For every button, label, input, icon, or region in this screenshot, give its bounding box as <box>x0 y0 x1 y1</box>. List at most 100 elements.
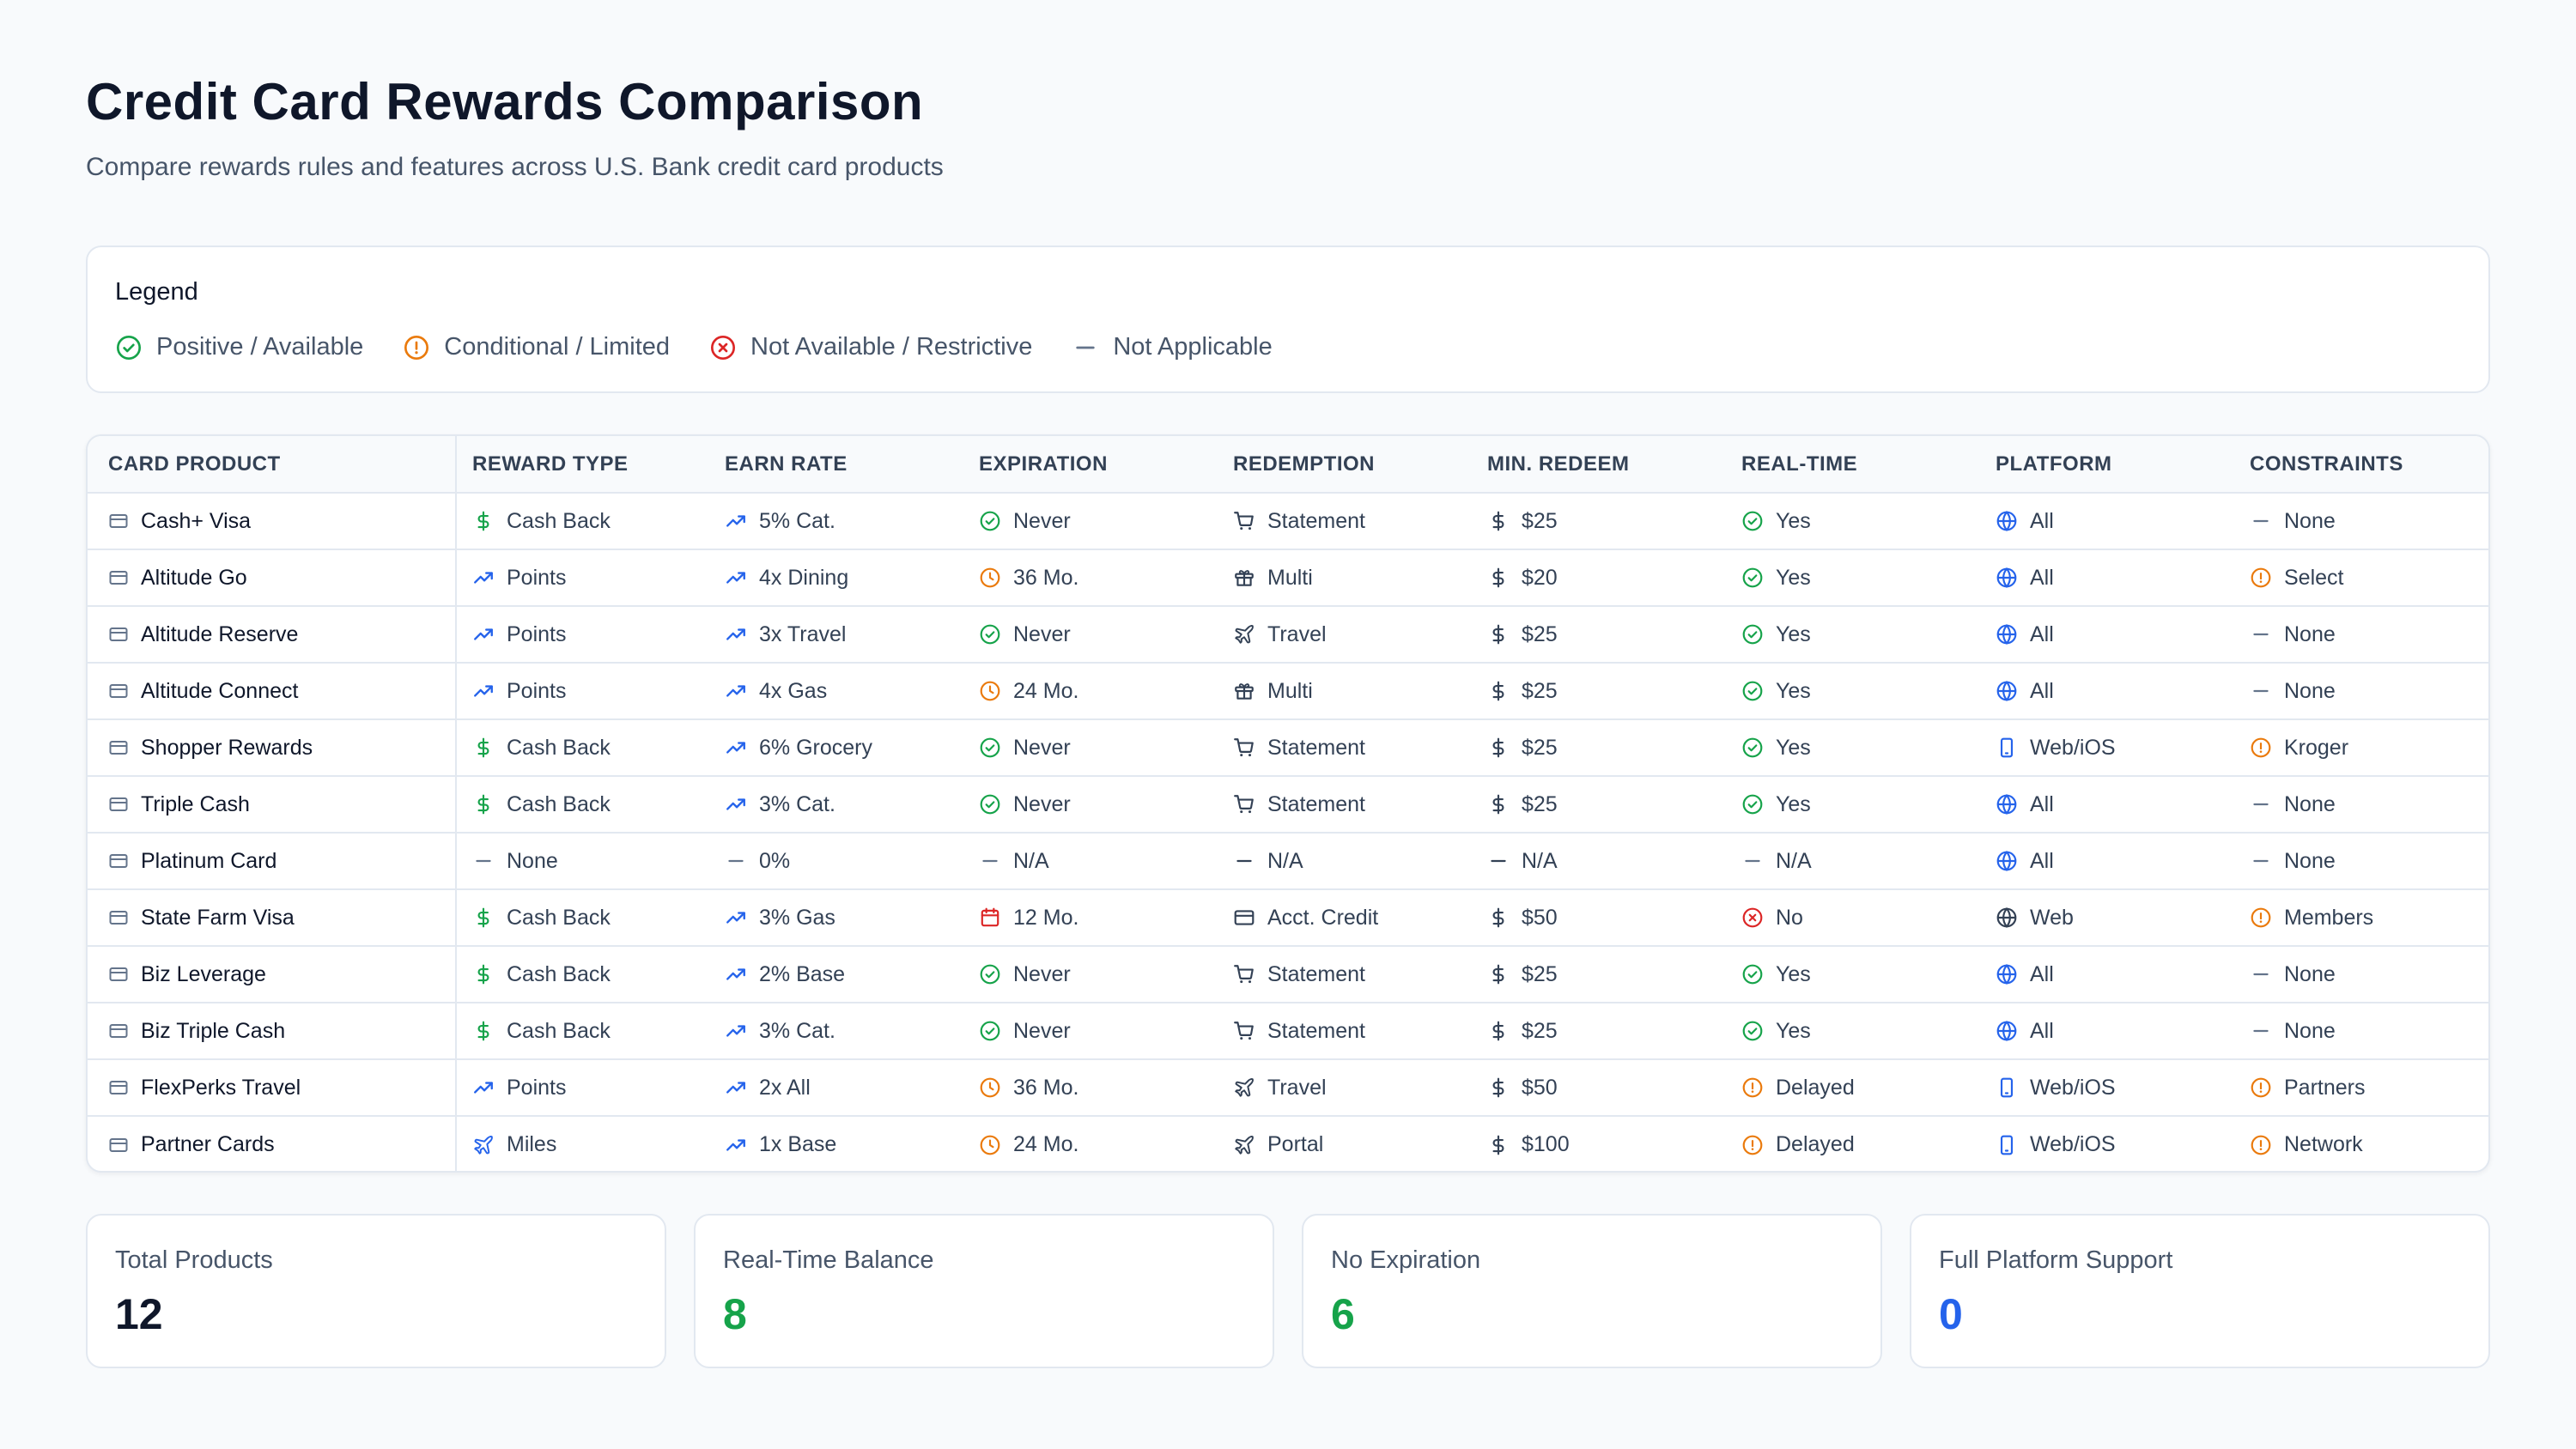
platform-cell: All <box>1980 1003 2234 1060</box>
dollar-icon <box>477 511 489 531</box>
constraints-cell: None <box>2234 776 2488 834</box>
table-row[interactable]: Biz Leverage Cash Back 2% Base Never Stateme… <box>88 946 2488 1003</box>
min-redeem-cell: N/A <box>1472 833 1726 890</box>
real-time-value: Yes <box>1776 621 1811 646</box>
column-header-min-redeem[interactable]: MIN. REDEEM <box>1472 436 1726 494</box>
constraints-cell: None <box>2234 1003 2488 1060</box>
reward-type-value: Points <box>507 1075 567 1100</box>
real-time-value: Yes <box>1776 1018 1811 1043</box>
card-product-cell: Cash+ Visa <box>88 493 457 550</box>
table-row[interactable]: FlexPerks Travel Points 2x All 36 Mo. Travel… <box>88 1059 2488 1117</box>
minus-icon <box>2253 1029 2269 1033</box>
earn-rate-cell: 0% <box>709 833 963 890</box>
card-product-cell: Biz Triple Cash <box>88 1003 457 1060</box>
expiration-value: 24 Mo. <box>1013 678 1079 703</box>
reward-type-value: Miles <box>507 1132 557 1156</box>
constraints-cell: None <box>2234 663 2488 720</box>
credit-card-icon <box>109 571 128 585</box>
minus-icon <box>2253 859 2269 863</box>
platform-cell: All <box>1980 946 2234 1003</box>
shopping-cart-icon <box>1234 1022 1254 1040</box>
column-header-card-product[interactable]: CARD PRODUCT <box>88 436 457 494</box>
column-header-expiration[interactable]: EXPIRATION <box>963 436 1218 494</box>
reward-type-value: None <box>507 848 558 873</box>
table-row[interactable]: Platinum Card None 0% N/A N/A N/A N/A All None <box>88 833 2488 890</box>
expiration-cell: 36 Mo. <box>963 1059 1218 1117</box>
platform-value: All <box>2030 791 2054 816</box>
trending-up-icon <box>726 1025 745 1037</box>
table-row[interactable]: State Farm Visa Cash Back 3% Gas 12 Mo. Acct… <box>88 889 2488 947</box>
card-product-name: Partner Cards <box>141 1132 275 1156</box>
expiration-value: 36 Mo. <box>1013 565 1079 590</box>
column-header-constraints[interactable]: CONSTRAINTS <box>2234 436 2488 494</box>
min-redeem-cell: $100 <box>1472 1116 1726 1171</box>
card-product-name: Altitude Go <box>141 565 247 590</box>
stat-label: Total Products <box>115 1246 273 1274</box>
credit-card-icon <box>109 741 128 755</box>
table-row[interactable]: Altitude Reserve Points 3x Travel Never Trav… <box>88 606 2488 664</box>
real-time-value: Yes <box>1776 735 1811 760</box>
dollar-icon <box>477 907 489 928</box>
smartphone-icon <box>2000 1135 2014 1155</box>
column-header-real-time[interactable]: REAL-TIME <box>1726 436 1980 494</box>
column-header-redemption[interactable]: REDEMPTION <box>1218 436 1472 494</box>
dollar-icon <box>1492 1021 1504 1041</box>
reward-type-value: Cash Back <box>507 508 611 533</box>
min-redeem-cell: $25 <box>1472 946 1726 1003</box>
earn-rate-value: 4x Gas <box>759 678 828 703</box>
earn-rate-cell: 3% Cat. <box>709 1003 963 1060</box>
card-product-name: Biz Leverage <box>141 961 266 986</box>
earn-rate-cell: 5% Cat. <box>709 493 963 550</box>
expiration-value: Never <box>1013 508 1071 533</box>
stat-card-no-expiration: No Expiration 6 <box>1302 1214 1882 1368</box>
table-row[interactable]: Triple Cash Cash Back 3% Cat. Never Statemen… <box>88 776 2488 834</box>
platform-cell: All <box>1980 549 2234 607</box>
platform-cell: All <box>1980 493 2234 550</box>
dollar-icon <box>1492 567 1504 588</box>
table-row[interactable]: Biz Triple Cash Cash Back 3% Cat. Never Stat… <box>88 1003 2488 1060</box>
credit-card-icon <box>109 684 128 698</box>
min-redeem-value: $25 <box>1522 791 1558 816</box>
check-circle-icon <box>1742 511 1763 531</box>
earn-rate-value: 3% Cat. <box>759 1018 835 1043</box>
table-row[interactable]: Altitude Go Points 4x Dining 36 Mo. Multi $20… <box>88 549 2488 607</box>
constraints-cell: Partners <box>2234 1059 2488 1117</box>
card-product-cell: Altitude Reserve <box>88 606 457 664</box>
platform-value: All <box>2030 621 2054 646</box>
card-product-cell: Triple Cash <box>88 776 457 834</box>
credit-card-icon <box>109 1024 128 1038</box>
earn-rate-value: 5% Cat. <box>759 508 835 533</box>
page-title: Credit Card Rewards Comparison <box>86 73 924 130</box>
minus-icon <box>2253 633 2269 636</box>
stat-value: 8 <box>723 1290 747 1338</box>
table-row[interactable]: Cash+ Visa Cash Back 5% Cat. Never Statement… <box>88 493 2488 550</box>
column-header-reward-type[interactable]: REWARD TYPE <box>456 436 709 494</box>
legend-label: Conditional / Limited <box>444 333 671 361</box>
table-row[interactable]: Altitude Connect Points 4x Gas 24 Mo. Multi $… <box>88 663 2488 720</box>
expiration-cell: Never <box>963 776 1218 834</box>
redemption-value: Travel <box>1267 621 1327 646</box>
column-header-earn-rate[interactable]: EARN RATE <box>709 436 963 494</box>
x-circle-icon <box>1742 907 1763 928</box>
stat-label: Real-Time Balance <box>723 1246 934 1274</box>
earn-rate-cell: 4x Dining <box>709 549 963 607</box>
expiration-value: Never <box>1013 961 1071 986</box>
table-row[interactable]: Partner Cards Miles 1x Base 24 Mo. Portal $10… <box>88 1116 2488 1171</box>
stats-row: Total Products 12 Real-Time Balance 8 No… <box>86 1214 2490 1368</box>
card-product-cell: Altitude Go <box>88 549 457 607</box>
constraints-value: None <box>2284 791 2336 816</box>
real-time-value: N/A <box>1776 848 1812 873</box>
trending-up-icon <box>726 628 745 640</box>
real-time-cell: Yes <box>1726 1003 1980 1060</box>
dollar-icon <box>1492 624 1504 645</box>
column-header-platform[interactable]: PLATFORM <box>1980 436 2234 494</box>
expiration-cell: Never <box>963 606 1218 664</box>
constraints-cell: None <box>2234 833 2488 890</box>
expiration-cell: 24 Mo. <box>963 663 1218 720</box>
constraints-cell: Network <box>2234 1116 2488 1171</box>
credit-card-icon <box>1234 910 1255 925</box>
table-row[interactable]: Shopper Rewards Cash Back 6% Grocery Never S… <box>88 719 2488 777</box>
dollar-icon <box>1492 1135 1504 1155</box>
dollar-icon <box>1492 907 1504 928</box>
expiration-value: Never <box>1013 791 1071 816</box>
